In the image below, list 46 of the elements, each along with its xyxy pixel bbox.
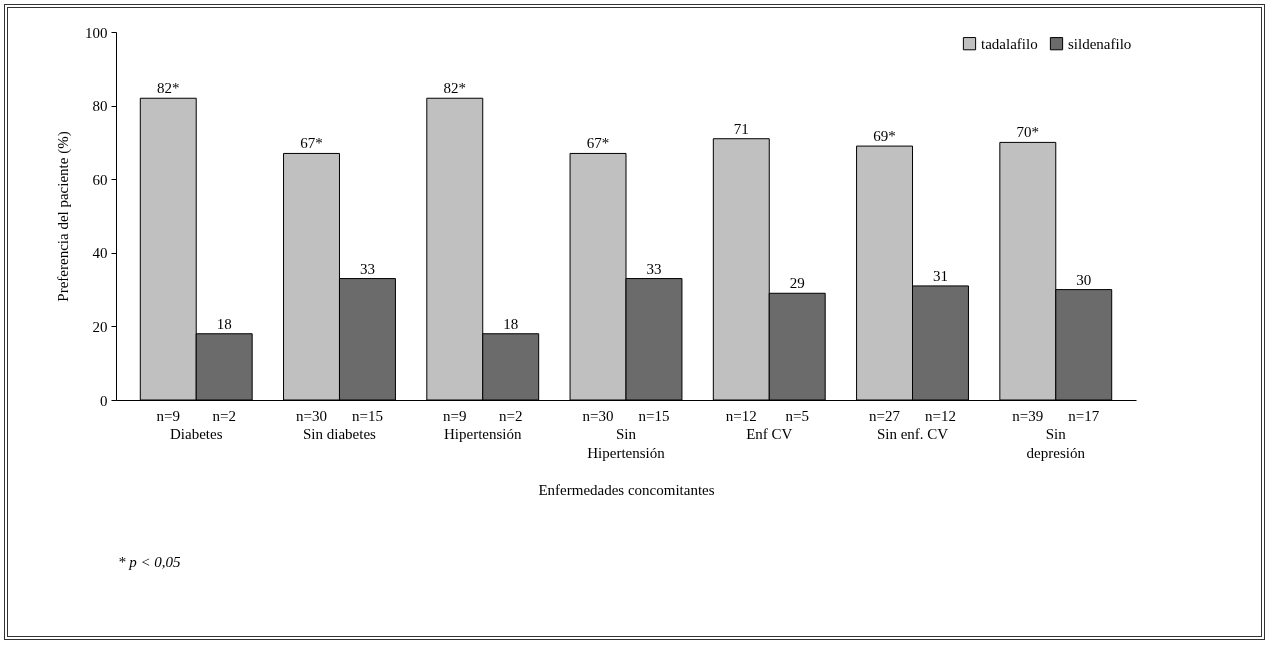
data-label: 33 (359, 260, 375, 277)
text: n=17 (1068, 408, 1100, 424)
data-label: 30 (1076, 271, 1092, 288)
text: n=15 (638, 408, 670, 424)
x-tick-label: Enf CV (746, 425, 793, 442)
text: n=15 (351, 408, 383, 424)
text: n=27 (869, 408, 901, 424)
data-label: 18 (216, 315, 232, 332)
legend-label: tadalafilo (981, 35, 1038, 52)
y-tick-label: 20 (92, 318, 108, 335)
data-label: 33 (646, 260, 662, 277)
data-label: 71 (733, 120, 749, 137)
x-tick-label: Sin enf. CV (876, 425, 949, 442)
y-axis-title: Preferencia del paciente (%) (55, 131, 72, 302)
data-label: 18 (503, 315, 519, 332)
text: * p < 0,05 (118, 554, 181, 571)
text: n=2 (212, 408, 236, 424)
y-tick-label: 40 (92, 245, 108, 262)
data-label: 67* (586, 135, 610, 152)
data-label: 82* (157, 80, 180, 97)
x-tick-label: Sin diabetes (303, 425, 377, 442)
y-tick-label: 0 (100, 392, 108, 409)
x-axis-title: Enfermedades concomitantes (538, 481, 715, 498)
data-label: 67* (300, 135, 323, 152)
x-tick-label: Diabetes (169, 425, 223, 442)
text: n=30 (582, 408, 614, 424)
data-label: 69* (873, 128, 896, 145)
x-tick-label: Hipertensión (444, 425, 522, 442)
text: n=12 (725, 408, 757, 424)
x-tick-label: Sin depresión (1026, 425, 1086, 461)
data-label: 29 (789, 275, 805, 292)
y-tick-label: 60 (92, 171, 108, 188)
legend-label: sildenafilo (1068, 35, 1132, 52)
text: n=2 (498, 408, 523, 424)
y-tick-label: 100 (85, 24, 108, 41)
data-label: 82* (443, 80, 467, 97)
y-tick-label: 80 (92, 98, 108, 115)
text: n=9 (156, 408, 180, 424)
data-label: 31 (932, 267, 948, 284)
text: n=9 (443, 408, 467, 424)
x-tick-label: Sin Hipertensión (587, 425, 666, 461)
text: n=5 (785, 408, 809, 424)
text: n=30 (296, 408, 327, 424)
text: n=12 (925, 408, 956, 424)
text: n=39 (1012, 408, 1044, 424)
data-label: 70* (1016, 124, 1040, 141)
